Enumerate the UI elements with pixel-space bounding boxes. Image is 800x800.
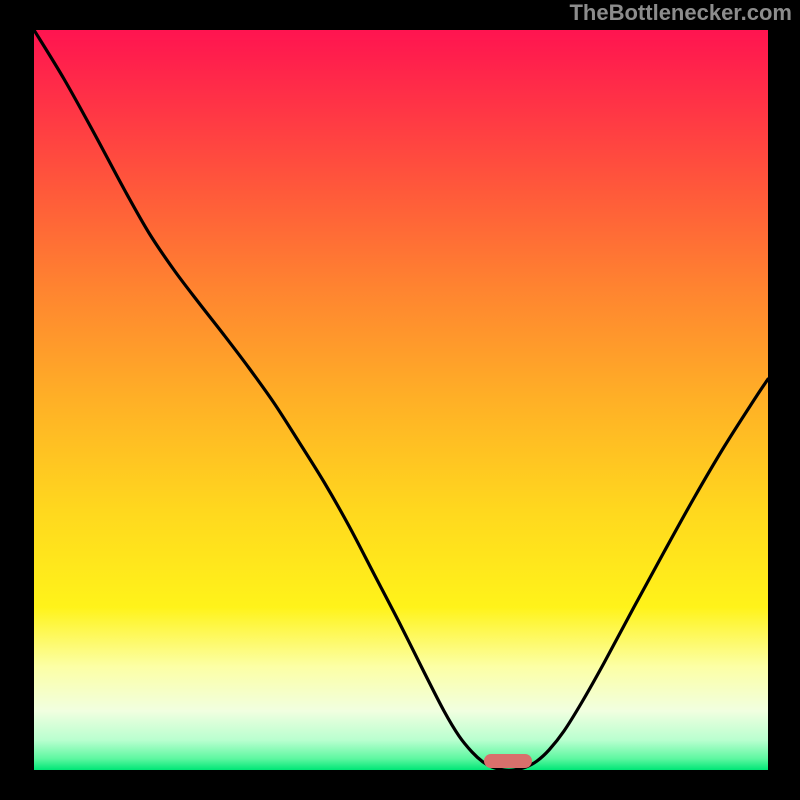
curve-layer — [34, 30, 768, 770]
bottleneck-curve — [34, 30, 768, 770]
chart-container: TheBottlenecker.com — [0, 0, 800, 800]
optimum-marker — [484, 754, 532, 768]
plot-area — [34, 30, 768, 770]
watermark-text: TheBottlenecker.com — [569, 0, 792, 26]
